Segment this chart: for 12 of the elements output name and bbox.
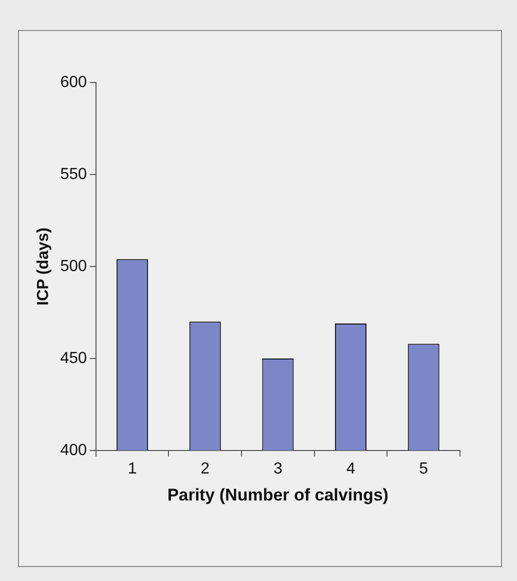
- x-axis-title: Parity (Number of calvings): [167, 485, 388, 504]
- y-tick-label: 500: [60, 258, 87, 275]
- x-tick-label: 5: [419, 460, 428, 478]
- y-tick-label: 600: [60, 74, 87, 92]
- y-tick-label: 450: [60, 350, 87, 367]
- y-axis-title: ICP (days): [35, 228, 52, 306]
- x-tick-label: 3: [273, 460, 282, 478]
- y-tick-label: 400: [60, 442, 87, 459]
- x-tick-label: 4: [346, 460, 356, 478]
- x-tick-label: 1: [128, 460, 137, 478]
- y-tick-label: 550: [60, 166, 87, 183]
- x-tick-label: 2: [200, 460, 210, 478]
